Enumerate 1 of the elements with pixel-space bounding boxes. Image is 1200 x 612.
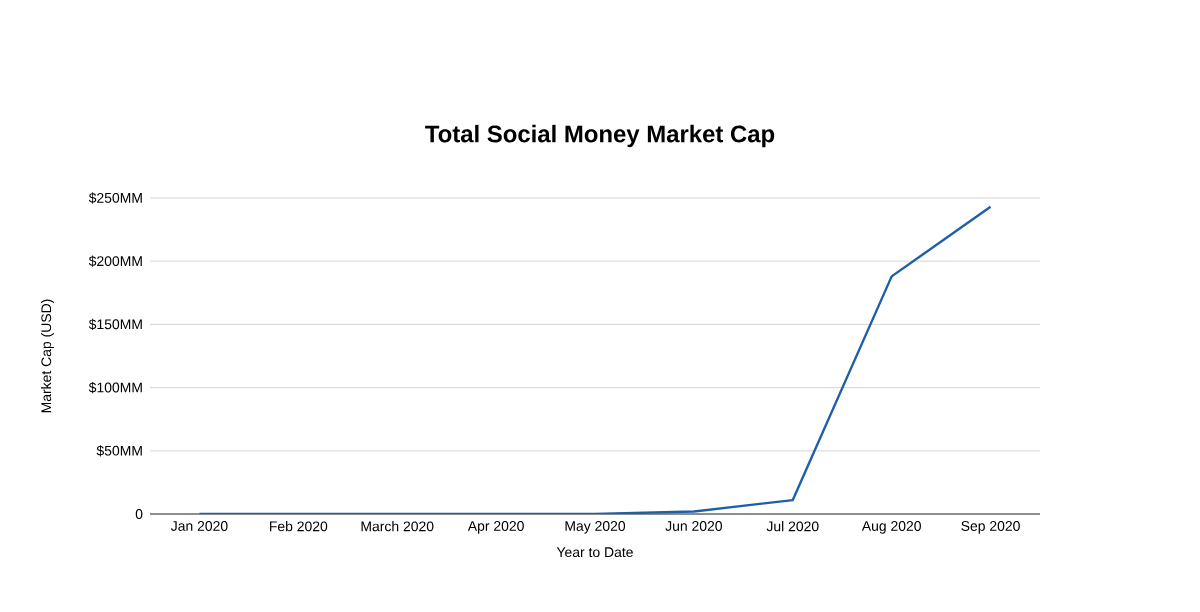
chart-title: Total Social Money Market Cap (425, 124, 775, 148)
